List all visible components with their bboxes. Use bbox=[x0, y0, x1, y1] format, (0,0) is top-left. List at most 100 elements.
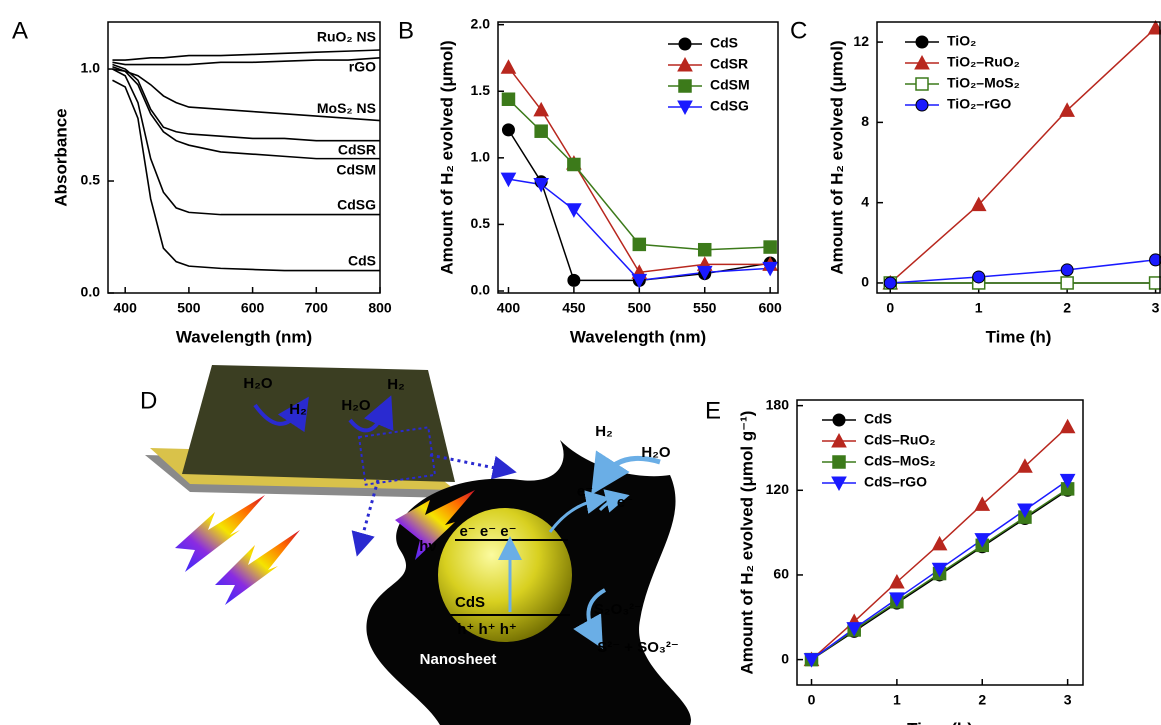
diagram-label: H₂ bbox=[595, 423, 613, 440]
diagram bbox=[145, 365, 691, 725]
panel-label: B bbox=[398, 17, 414, 44]
legend-marker bbox=[916, 78, 928, 90]
plot-area bbox=[112, 50, 380, 271]
x-tick-label: 400 bbox=[497, 300, 521, 316]
y-tick-label: 1.0 bbox=[81, 60, 101, 76]
x-tick-label: 1 bbox=[975, 300, 983, 316]
x-tick-label: 3 bbox=[1152, 300, 1160, 316]
y-tick-label: 120 bbox=[766, 481, 790, 497]
y-tick-label: 12 bbox=[853, 33, 869, 49]
diagram-label: H₂O bbox=[243, 375, 272, 392]
y-tick-label: 8 bbox=[861, 113, 869, 129]
diagram-label: e⁻ bbox=[577, 483, 593, 500]
x-tick-label: 550 bbox=[693, 300, 717, 316]
y-axis-label: Amount of H₂ evolved (μmol g⁻¹) bbox=[737, 411, 756, 675]
marker bbox=[764, 241, 776, 253]
y-tick-label: 0.0 bbox=[81, 284, 101, 300]
x-tick-label: 500 bbox=[628, 300, 652, 316]
x-tick-label: 0 bbox=[808, 692, 816, 708]
marker bbox=[502, 124, 514, 136]
panel-label: A bbox=[12, 17, 28, 44]
diagram-label: H₂ bbox=[289, 401, 307, 418]
x-tick-label: 1 bbox=[893, 692, 901, 708]
series-line bbox=[508, 130, 770, 280]
y-tick-label: 1.0 bbox=[471, 149, 491, 165]
series-line bbox=[890, 28, 1155, 283]
series-line bbox=[890, 260, 1155, 283]
light bbox=[215, 530, 300, 605]
x-axis-label: Time (h) bbox=[907, 719, 973, 725]
legend-marker bbox=[679, 80, 691, 92]
diagram-label: Nanosheet bbox=[420, 651, 497, 668]
x-tick-label: 700 bbox=[305, 300, 329, 316]
marker bbox=[884, 277, 896, 289]
y-axis-label: Absorbance bbox=[51, 108, 70, 206]
marker bbox=[568, 274, 580, 286]
series-line bbox=[112, 58, 380, 65]
legend-marker bbox=[916, 99, 928, 111]
legend-label: CdS–rGO bbox=[864, 474, 927, 490]
y-tick-label: 180 bbox=[766, 396, 790, 412]
legend-label: TiO₂ bbox=[947, 33, 976, 49]
chart-panel: E0123060120180Time (h)Amount of H₂ evolv… bbox=[705, 396, 1083, 725]
x-axis-label: Wavelength (nm) bbox=[570, 327, 706, 346]
legend-marker bbox=[679, 38, 691, 50]
x-tick-label: 2 bbox=[1063, 300, 1071, 316]
panel-label: E bbox=[705, 397, 721, 424]
y-tick-label: 0 bbox=[781, 650, 789, 666]
legend-label: CdS–RuO₂ bbox=[864, 432, 936, 448]
x-tick-label: 0 bbox=[886, 300, 894, 316]
legend-label: TiO₂–MoS₂ bbox=[947, 75, 1020, 91]
marker bbox=[501, 60, 515, 73]
legend-label: CdS bbox=[864, 411, 892, 427]
y-tick-label: 0.5 bbox=[81, 172, 101, 188]
x-tick-label: 2 bbox=[978, 692, 986, 708]
series-line bbox=[112, 50, 380, 60]
marker bbox=[535, 125, 547, 137]
diagram-label: H₂O bbox=[341, 397, 370, 414]
y-axis-label: Amount of H₂ evolved (μmol) bbox=[437, 40, 456, 274]
marker bbox=[1149, 21, 1161, 34]
figure: A4005006007008000.00.51.0Wavelength (nm)… bbox=[0, 0, 1161, 725]
y-tick-label: 4 bbox=[861, 193, 869, 209]
series-label: CdS bbox=[348, 252, 376, 268]
diagram-label: H₂O bbox=[641, 444, 670, 461]
marker bbox=[568, 158, 580, 170]
x-tick-label: 600 bbox=[758, 300, 782, 316]
y-tick-label: 0.5 bbox=[471, 215, 491, 231]
legend-label: CdSM bbox=[710, 77, 750, 93]
series-label: CdSG bbox=[337, 196, 376, 212]
legend-label: CdSR bbox=[710, 56, 748, 72]
diagram-label: S₂O₃²⁻ bbox=[594, 601, 642, 618]
panel-label: C bbox=[790, 17, 807, 44]
plot-area bbox=[890, 28, 1155, 283]
marker bbox=[973, 271, 985, 283]
series-label: MoS₂ NS bbox=[317, 100, 376, 116]
legend-label: CdS bbox=[710, 35, 738, 51]
legend-label: TiO₂–RuO₂ bbox=[947, 54, 1020, 70]
x-axis-label: Time (h) bbox=[986, 327, 1052, 346]
series-label: CdSM bbox=[336, 161, 376, 177]
y-axis-label: Amount of H₂ evolved (μmol) bbox=[827, 40, 846, 274]
x-tick-label: 450 bbox=[562, 300, 586, 316]
diagram-label: S²⁻ + SO₃²⁻ bbox=[597, 639, 679, 656]
chart-panel: A4005006007008000.00.51.0Wavelength (nm)… bbox=[12, 17, 392, 346]
x-tick-label: 500 bbox=[177, 300, 201, 316]
legend-marker bbox=[833, 414, 845, 426]
series-label: rGO bbox=[349, 59, 376, 75]
x-tick-label: 800 bbox=[368, 300, 392, 316]
y-tick-label: 1.5 bbox=[471, 82, 491, 98]
diagram-label: hν bbox=[419, 538, 437, 555]
film bbox=[182, 365, 455, 482]
legend-marker bbox=[833, 456, 845, 468]
marker bbox=[699, 244, 711, 256]
light bbox=[175, 495, 265, 572]
y-tick-label: 2.0 bbox=[471, 15, 491, 31]
marker bbox=[534, 103, 548, 116]
x-tick-label: 400 bbox=[114, 300, 138, 316]
diagram-label: e⁻ bbox=[617, 494, 633, 511]
legend-label: CdS–MoS₂ bbox=[864, 453, 936, 469]
legend-label: CdSG bbox=[710, 98, 749, 114]
